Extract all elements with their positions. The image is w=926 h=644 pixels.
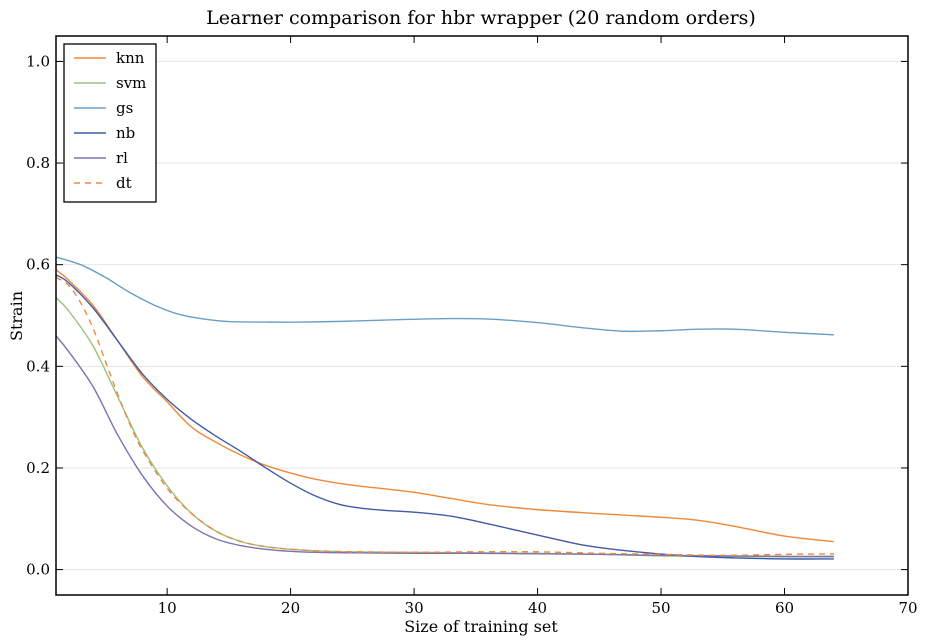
x-tick-label-1: 20 — [281, 599, 300, 617]
series-line-knn — [55, 269, 834, 543]
plot-frame — [55, 35, 909, 596]
y-tick-label-2: 0.4 — [26, 357, 50, 375]
legend: knn svm gs nb rl dt — [63, 43, 157, 203]
x-tick-label-4: 50 — [651, 599, 670, 617]
series-line-rl — [55, 335, 834, 558]
legend-label-nb: nb — [116, 124, 135, 142]
y-axis-label: Strain — [7, 291, 26, 341]
legend-box — [63, 43, 157, 203]
y-tick-label-1: 0.2 — [26, 459, 50, 477]
series-line-gs — [55, 256, 834, 336]
x-tick-label-3: 40 — [528, 599, 547, 617]
legend-label-gs: gs — [116, 99, 133, 117]
y-tick-label-3: 0.6 — [26, 256, 50, 274]
x-axis-label: Size of training set — [404, 617, 558, 636]
x-tick-label-0: 10 — [158, 599, 177, 617]
x-tick-label-5: 60 — [775, 599, 794, 617]
series-line-dt — [55, 276, 834, 557]
y-tick-label-0: 0.0 — [26, 561, 50, 579]
legend-label-rl: rl — [116, 149, 128, 167]
legend-label-knn: knn — [116, 49, 145, 67]
x-tick-label-6: 70 — [898, 599, 917, 617]
axis-ticks: 10 20 30 40 50 60 70 0.0 0.2 0.4 0.6 0.8 1.0 — [26, 36, 918, 617]
y-tick-label-5: 1.0 — [26, 52, 50, 70]
series-line-nb — [55, 274, 834, 560]
legend-label-svm: svm — [116, 74, 146, 92]
x-tick-label-2: 30 — [405, 599, 424, 617]
series-lines — [55, 256, 834, 560]
y-tick-label-4: 0.8 — [26, 154, 50, 172]
grid-lines — [56, 60, 908, 571]
legend-label-dt: dt — [116, 174, 132, 192]
chart-title: Learner comparison for hbr wrapper (20 r… — [206, 7, 756, 29]
